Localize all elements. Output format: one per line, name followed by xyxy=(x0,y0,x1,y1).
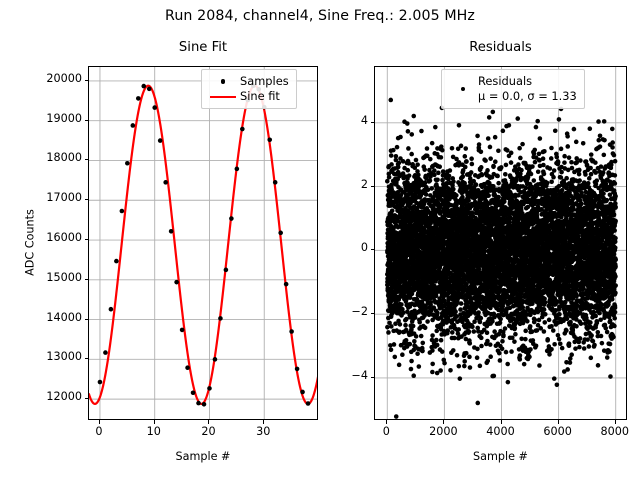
y-tick-mark xyxy=(84,79,88,81)
y-tick-mark xyxy=(84,119,88,121)
x-tick-label: 0 xyxy=(95,425,103,438)
x-tick-label: 20 xyxy=(201,425,216,438)
y-tick-mark xyxy=(370,121,374,123)
right-axes-residuals xyxy=(374,66,627,420)
y-tick-label: 2 xyxy=(360,177,368,191)
legend-entry-sine-fit: Sine fit xyxy=(208,89,289,104)
x-tick-mark xyxy=(500,420,502,424)
right-legend[interactable]: Residuals μ = 0.0, σ = 1.33 xyxy=(441,69,585,110)
x-tick-label: 4000 xyxy=(486,425,515,438)
x-tick-mark xyxy=(98,420,100,424)
legend-label-residuals: Residuals xyxy=(478,74,533,88)
x-tick-label: 30 xyxy=(256,425,271,438)
left-legend[interactable]: Samples Sine fit xyxy=(201,69,297,110)
y-tick-mark xyxy=(84,318,88,320)
left-axis-ylabel: ADC Counts xyxy=(23,209,37,276)
legend-marker-dot-icon xyxy=(448,86,478,92)
right-plot-canvas xyxy=(375,67,626,419)
y-tick-label: 13000 xyxy=(46,350,82,364)
y-tick-mark xyxy=(84,278,88,280)
y-tick-label: −4 xyxy=(351,368,369,382)
x-tick-mark xyxy=(386,420,388,424)
legend-marker-dot-icon xyxy=(208,79,238,84)
y-tick-label: 4 xyxy=(360,113,368,127)
y-tick-label: 19000 xyxy=(46,111,82,125)
y-tick-mark xyxy=(370,313,374,315)
legend-marker-line-icon xyxy=(208,95,238,98)
y-tick-mark xyxy=(84,398,88,400)
y-tick-label: 18000 xyxy=(46,151,82,165)
right-axis-xlabel: Sample # xyxy=(473,450,528,463)
y-tick-label: 12000 xyxy=(46,390,82,404)
y-tick-label: 0 xyxy=(360,241,368,255)
x-tick-mark xyxy=(443,420,445,424)
y-tick-mark xyxy=(370,376,374,378)
legend-label-sine-fit: Sine fit xyxy=(240,89,280,104)
left-axes-title: Sine Fit xyxy=(178,40,228,55)
y-tick-label: 17000 xyxy=(46,191,82,205)
y-tick-mark xyxy=(84,199,88,201)
left-axis-xlabel: Sample # xyxy=(175,450,231,463)
x-tick-mark xyxy=(614,420,616,424)
legend-entry-residuals: Residuals μ = 0.0, σ = 1.33 xyxy=(448,74,577,104)
x-tick-mark xyxy=(153,420,155,424)
x-tick-mark xyxy=(263,420,265,424)
left-axes-sine-fit xyxy=(88,66,318,420)
y-tick-label: 20000 xyxy=(46,71,82,85)
y-tick-mark xyxy=(84,159,88,161)
x-tick-label: 0 xyxy=(382,425,390,438)
y-tick-mark xyxy=(84,358,88,360)
y-tick-mark xyxy=(84,239,88,241)
y-tick-label: −2 xyxy=(351,305,369,319)
y-tick-label: 15000 xyxy=(46,270,82,284)
y-tick-label: 14000 xyxy=(46,310,82,324)
y-tick-mark xyxy=(370,185,374,187)
right-axes-title: Residuals xyxy=(469,40,532,55)
x-tick-mark xyxy=(557,420,559,424)
x-tick-label: 2000 xyxy=(429,425,458,438)
x-tick-label: 10 xyxy=(146,425,161,438)
legend-label-samples: Samples xyxy=(240,74,289,88)
legend-label-residual-stats: μ = 0.0, σ = 1.33 xyxy=(478,89,577,104)
y-tick-mark xyxy=(370,249,374,251)
figure-suptitle: Run 2084, channel4, Sine Freq.: 2.005 MH… xyxy=(165,8,475,24)
x-tick-label: 8000 xyxy=(600,425,629,438)
x-tick-label: 6000 xyxy=(543,425,572,438)
x-tick-mark xyxy=(208,420,210,424)
left-plot-canvas xyxy=(89,67,317,419)
legend-entry-samples: Samples xyxy=(208,74,289,89)
y-tick-label: 16000 xyxy=(46,231,82,245)
